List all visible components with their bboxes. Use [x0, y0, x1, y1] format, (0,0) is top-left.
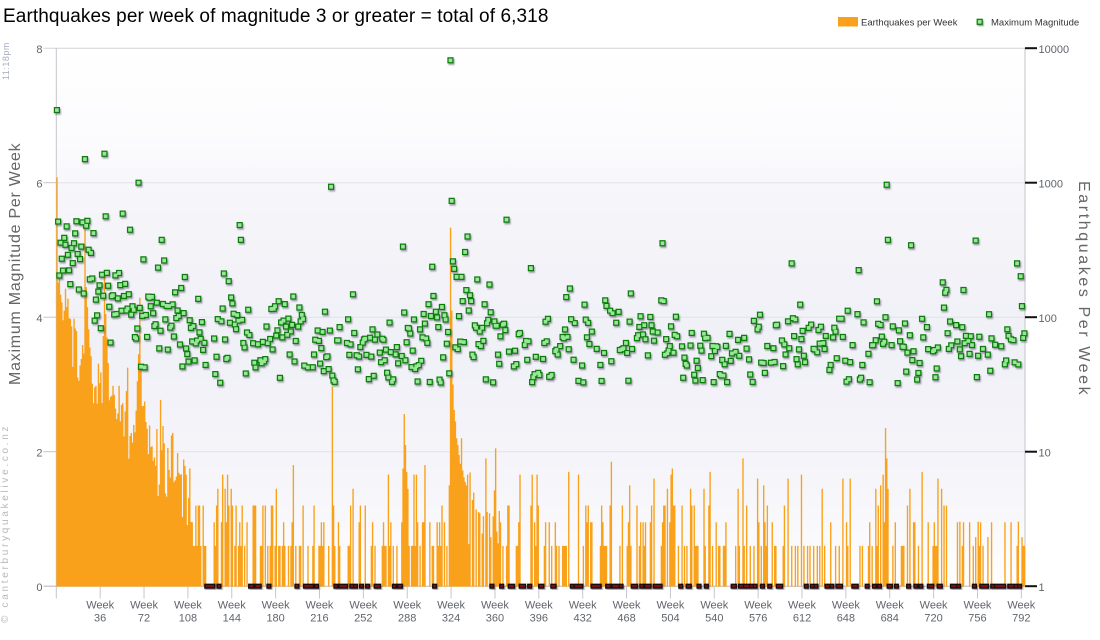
svg-text:Week: Week — [569, 600, 597, 612]
svg-text:2: 2 — [36, 448, 42, 460]
svg-text:504: 504 — [661, 613, 679, 625]
svg-text:540: 540 — [705, 613, 723, 625]
svg-text:144: 144 — [223, 613, 241, 625]
svg-text:10000: 10000 — [1039, 44, 1070, 56]
svg-text:Week: Week — [130, 600, 158, 612]
svg-text:432: 432 — [574, 613, 592, 625]
svg-text:Week: Week — [613, 600, 641, 612]
svg-text:Week: Week — [964, 600, 992, 612]
svg-text:Earthquakes per Week: Earthquakes per Week — [861, 18, 958, 29]
svg-text:Earthquakes per week of magnit: Earthquakes per week of magnitude 3 or g… — [3, 6, 549, 27]
svg-text:Week: Week — [700, 600, 728, 612]
svg-text:Week: Week — [788, 600, 816, 612]
svg-text:324: 324 — [442, 613, 460, 625]
svg-text:Week: Week — [393, 600, 421, 612]
svg-text:648: 648 — [837, 613, 855, 625]
svg-text:792: 792 — [1012, 613, 1030, 625]
svg-text:Week: Week — [218, 600, 246, 612]
svg-text:Week: Week — [656, 600, 684, 612]
svg-text:Week: Week — [262, 600, 290, 612]
svg-text:4: 4 — [36, 313, 42, 325]
svg-text:Week: Week — [174, 600, 202, 612]
svg-text:216: 216 — [310, 613, 328, 625]
svg-text:Week: Week — [525, 600, 553, 612]
svg-text:468: 468 — [617, 613, 635, 625]
svg-text:Week: Week — [86, 600, 114, 612]
svg-text:684: 684 — [881, 613, 899, 625]
svg-text:8: 8 — [36, 44, 42, 56]
svg-text:108: 108 — [179, 613, 197, 625]
svg-text:Week: Week — [920, 600, 948, 612]
svg-text:Week: Week — [437, 600, 465, 612]
svg-text:Week: Week — [349, 600, 377, 612]
svg-text:1: 1 — [1039, 582, 1045, 594]
svg-text:© canterburyquakelive.co.nz: © canterburyquakelive.co.nz — [0, 424, 11, 623]
svg-text:Maximum Magnitude Per Week: Maximum Magnitude Per Week — [7, 142, 24, 385]
svg-text:Week: Week — [1007, 600, 1035, 612]
svg-text:11:18pm: 11:18pm — [1, 42, 11, 80]
svg-text:36: 36 — [94, 613, 106, 625]
svg-text:100: 100 — [1039, 313, 1057, 325]
svg-text:Week: Week — [481, 600, 509, 612]
svg-text:Week: Week — [832, 600, 860, 612]
svg-text:396: 396 — [530, 613, 548, 625]
svg-text:72: 72 — [138, 613, 150, 625]
svg-text:252: 252 — [354, 613, 372, 625]
svg-text:Maximum Magnitude: Maximum Magnitude — [991, 18, 1079, 29]
svg-text:Week: Week — [744, 600, 772, 612]
svg-text:180: 180 — [266, 613, 284, 625]
svg-text:10: 10 — [1039, 448, 1051, 460]
svg-text:6: 6 — [36, 179, 42, 191]
svg-text:360: 360 — [486, 613, 504, 625]
svg-text:0: 0 — [36, 582, 42, 594]
svg-text:Week: Week — [876, 600, 904, 612]
svg-text:288: 288 — [398, 613, 416, 625]
svg-text:576: 576 — [749, 613, 767, 625]
svg-text:Week: Week — [306, 600, 334, 612]
svg-text:1000: 1000 — [1039, 179, 1063, 191]
svg-text:612: 612 — [793, 613, 811, 625]
svg-text:Earthquakes Per Week: Earthquakes Per Week — [1075, 181, 1092, 397]
svg-text:756: 756 — [968, 613, 986, 625]
svg-text:720: 720 — [924, 613, 942, 625]
